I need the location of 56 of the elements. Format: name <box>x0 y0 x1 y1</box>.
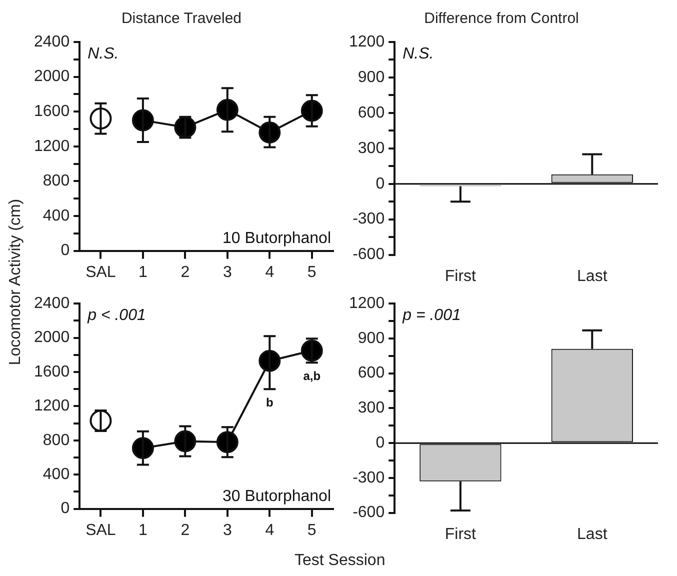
y-tick-label: 800 <box>42 172 70 190</box>
x-tick-label: Last <box>577 268 608 285</box>
y-tick-label: 400 <box>42 466 70 484</box>
x-tick-label: 5 <box>307 522 316 539</box>
y-tick-label: 2400 <box>34 33 70 50</box>
x-tick-label: 3 <box>222 264 232 281</box>
y-tick-label: -600 <box>352 246 385 264</box>
y-tick-label: 800 <box>42 432 70 449</box>
annotation: b <box>266 395 274 410</box>
y-tick-label: 0 <box>376 175 385 192</box>
annotation: 10 Butorphanol <box>222 230 331 248</box>
y-tick-label: -300 <box>352 210 385 228</box>
annotation: p = .001 <box>402 307 461 324</box>
y-tick-label: 1600 <box>34 363 70 380</box>
y-tick-label: 400 <box>42 207 70 224</box>
y-tick-label: 300 <box>358 140 385 157</box>
y-tick-label: -600 <box>352 504 385 522</box>
x-tick-label: Last <box>577 526 608 543</box>
y-tick-label: 0 <box>376 434 385 452</box>
y-tick-label: 2000 <box>34 68 70 86</box>
annotation: N.S. <box>88 45 119 62</box>
x-tick-label: 2 <box>180 522 190 539</box>
y-tick-label: 1200 <box>34 398 70 415</box>
x-tick-label: 3 <box>222 522 232 539</box>
y-tick-label: 0 <box>60 242 70 260</box>
y-tick-label: -300 <box>352 469 385 486</box>
x-tick-label: SAL <box>86 264 116 281</box>
y-tick-label: 300 <box>358 400 385 417</box>
annotation: a,b <box>303 368 321 383</box>
y-tick-label: 1600 <box>34 103 70 120</box>
y-tick-label: 1200 <box>349 295 385 312</box>
x-tick-label: First <box>444 526 477 543</box>
x-tick-label: 1 <box>138 264 148 281</box>
y-tick-label: 900 <box>358 330 385 347</box>
x-tick-label: SAL <box>86 522 116 539</box>
annotation: 30 Butorphanol <box>222 488 331 506</box>
y-tick-label: 600 <box>358 104 385 122</box>
y-tick-label: 1200 <box>34 138 70 155</box>
y-tick-label: 2000 <box>34 329 70 346</box>
x-tick-label: 5 <box>307 264 316 281</box>
y-tick-label: 2400 <box>34 295 70 312</box>
y-tick-label: 1200 <box>349 33 385 50</box>
y-axis-title: Locomotor Activity (cm) <box>7 198 26 366</box>
annotation: p < .001 <box>86 307 146 324</box>
y-tick-label: 0 <box>60 500 70 518</box>
chart-title: Distance Traveled <box>121 10 242 28</box>
chart-title: Difference from Control <box>424 10 579 28</box>
x-tick-label: 1 <box>138 522 148 539</box>
y-tick-label: 900 <box>358 68 385 86</box>
x-tick-label: 4 <box>265 522 274 539</box>
x-tick-label: 2 <box>180 264 190 281</box>
x-tick-label: First <box>444 268 477 285</box>
x-axis-title: Test Session <box>294 552 386 570</box>
annotation: N.S. <box>402 45 434 62</box>
y-tick-label: 600 <box>358 364 385 382</box>
x-tick-label: 4 <box>265 264 274 281</box>
